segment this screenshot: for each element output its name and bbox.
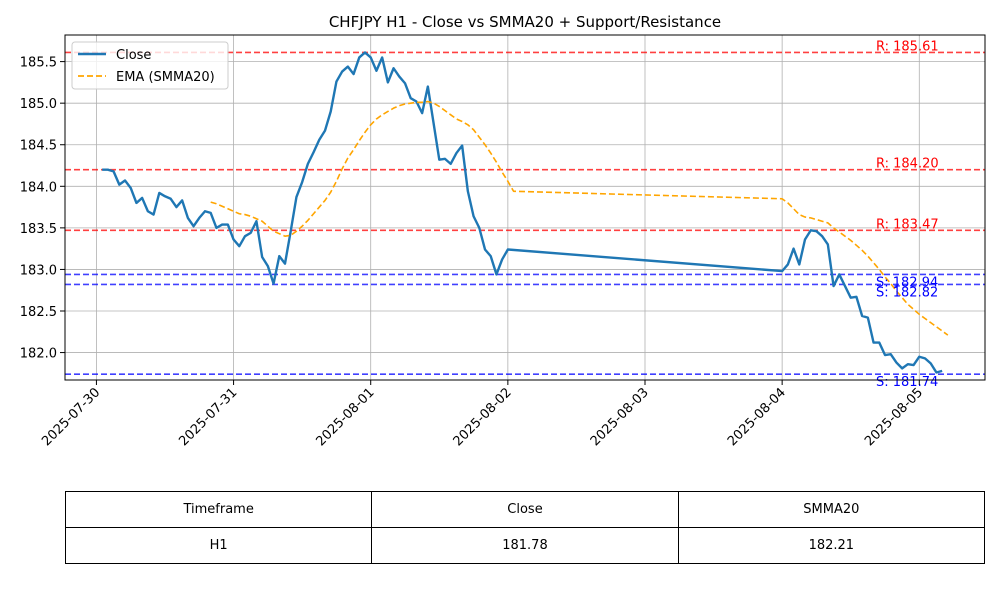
x-tick-label: 2025-07-30 xyxy=(39,385,103,449)
header-close: Close xyxy=(371,491,679,528)
plot-frame xyxy=(64,34,986,381)
smma20-series-line xyxy=(210,100,949,336)
legend-close-label: Close xyxy=(116,48,151,63)
legend-smma-label: EMA (SMMA20) xyxy=(116,70,215,85)
y-tick-label: 184.0 xyxy=(20,180,57,195)
close-series-line xyxy=(102,51,943,374)
header-smma20: SMMA20 xyxy=(677,491,986,528)
y-axis: 182.0 182.5 183.0 183.5 184.0 184.5 185.0 185.5 xyxy=(20,56,65,362)
legend: Close EMA (SMMA20) xyxy=(71,41,229,90)
table-row: H1 181.78 182.21 xyxy=(64,527,986,564)
x-tick-label: 2025-08-03 xyxy=(588,385,652,449)
series-layer xyxy=(102,51,949,374)
x-tick-label: 2025-08-01 xyxy=(314,385,378,449)
y-tick-label: 183.0 xyxy=(20,263,57,278)
cell-timeframe: H1 xyxy=(64,527,373,564)
table-header-row: Timeframe Close SMMA20 xyxy=(64,491,986,528)
resistance-label: R: 183.47 xyxy=(876,217,939,232)
support-label: S: 182.94 xyxy=(876,275,938,290)
y-tick-label: 185.0 xyxy=(20,97,57,112)
x-tick-label: 2025-07-31 xyxy=(176,385,240,449)
support-label: S: 181.74 xyxy=(876,375,938,390)
x-tick-label: 2025-08-02 xyxy=(451,385,515,449)
y-tick-label: 184.5 xyxy=(20,139,57,154)
y-tick-label: 183.5 xyxy=(20,222,57,237)
x-tick-label: 2025-08-04 xyxy=(725,385,789,449)
resistance-label: R: 185.61 xyxy=(876,39,939,54)
chart-title: CHFJPY H1 - Close vs SMMA20 + Support/Re… xyxy=(329,13,721,31)
x-tick-label: 2025-08-05 xyxy=(862,385,926,449)
y-tick-label: 185.5 xyxy=(20,56,57,71)
level-labels: R: 185.61R: 184.20R: 183.47S: 182.94S: 1… xyxy=(876,39,939,390)
x-axis: 2025-07-30 2025-07-31 2025-08-01 2025-08-02… xyxy=(39,380,926,449)
summary-table: Timeframe Close SMMA20 H1 181.78 182.21 xyxy=(64,491,986,564)
cell-smma20: 182.21 xyxy=(677,527,986,564)
support-label: S: 182.82 xyxy=(876,285,938,300)
header-timeframe: Timeframe xyxy=(64,491,373,528)
y-tick-label: 182.0 xyxy=(20,347,57,362)
y-tick-label: 182.5 xyxy=(20,305,57,320)
chart: CHFJPY H1 - Close vs SMMA20 + Support/Re… xyxy=(20,13,986,449)
resistance-label: R: 184.20 xyxy=(876,157,939,172)
legend-box xyxy=(71,41,229,90)
cell-close: 181.78 xyxy=(371,527,679,564)
